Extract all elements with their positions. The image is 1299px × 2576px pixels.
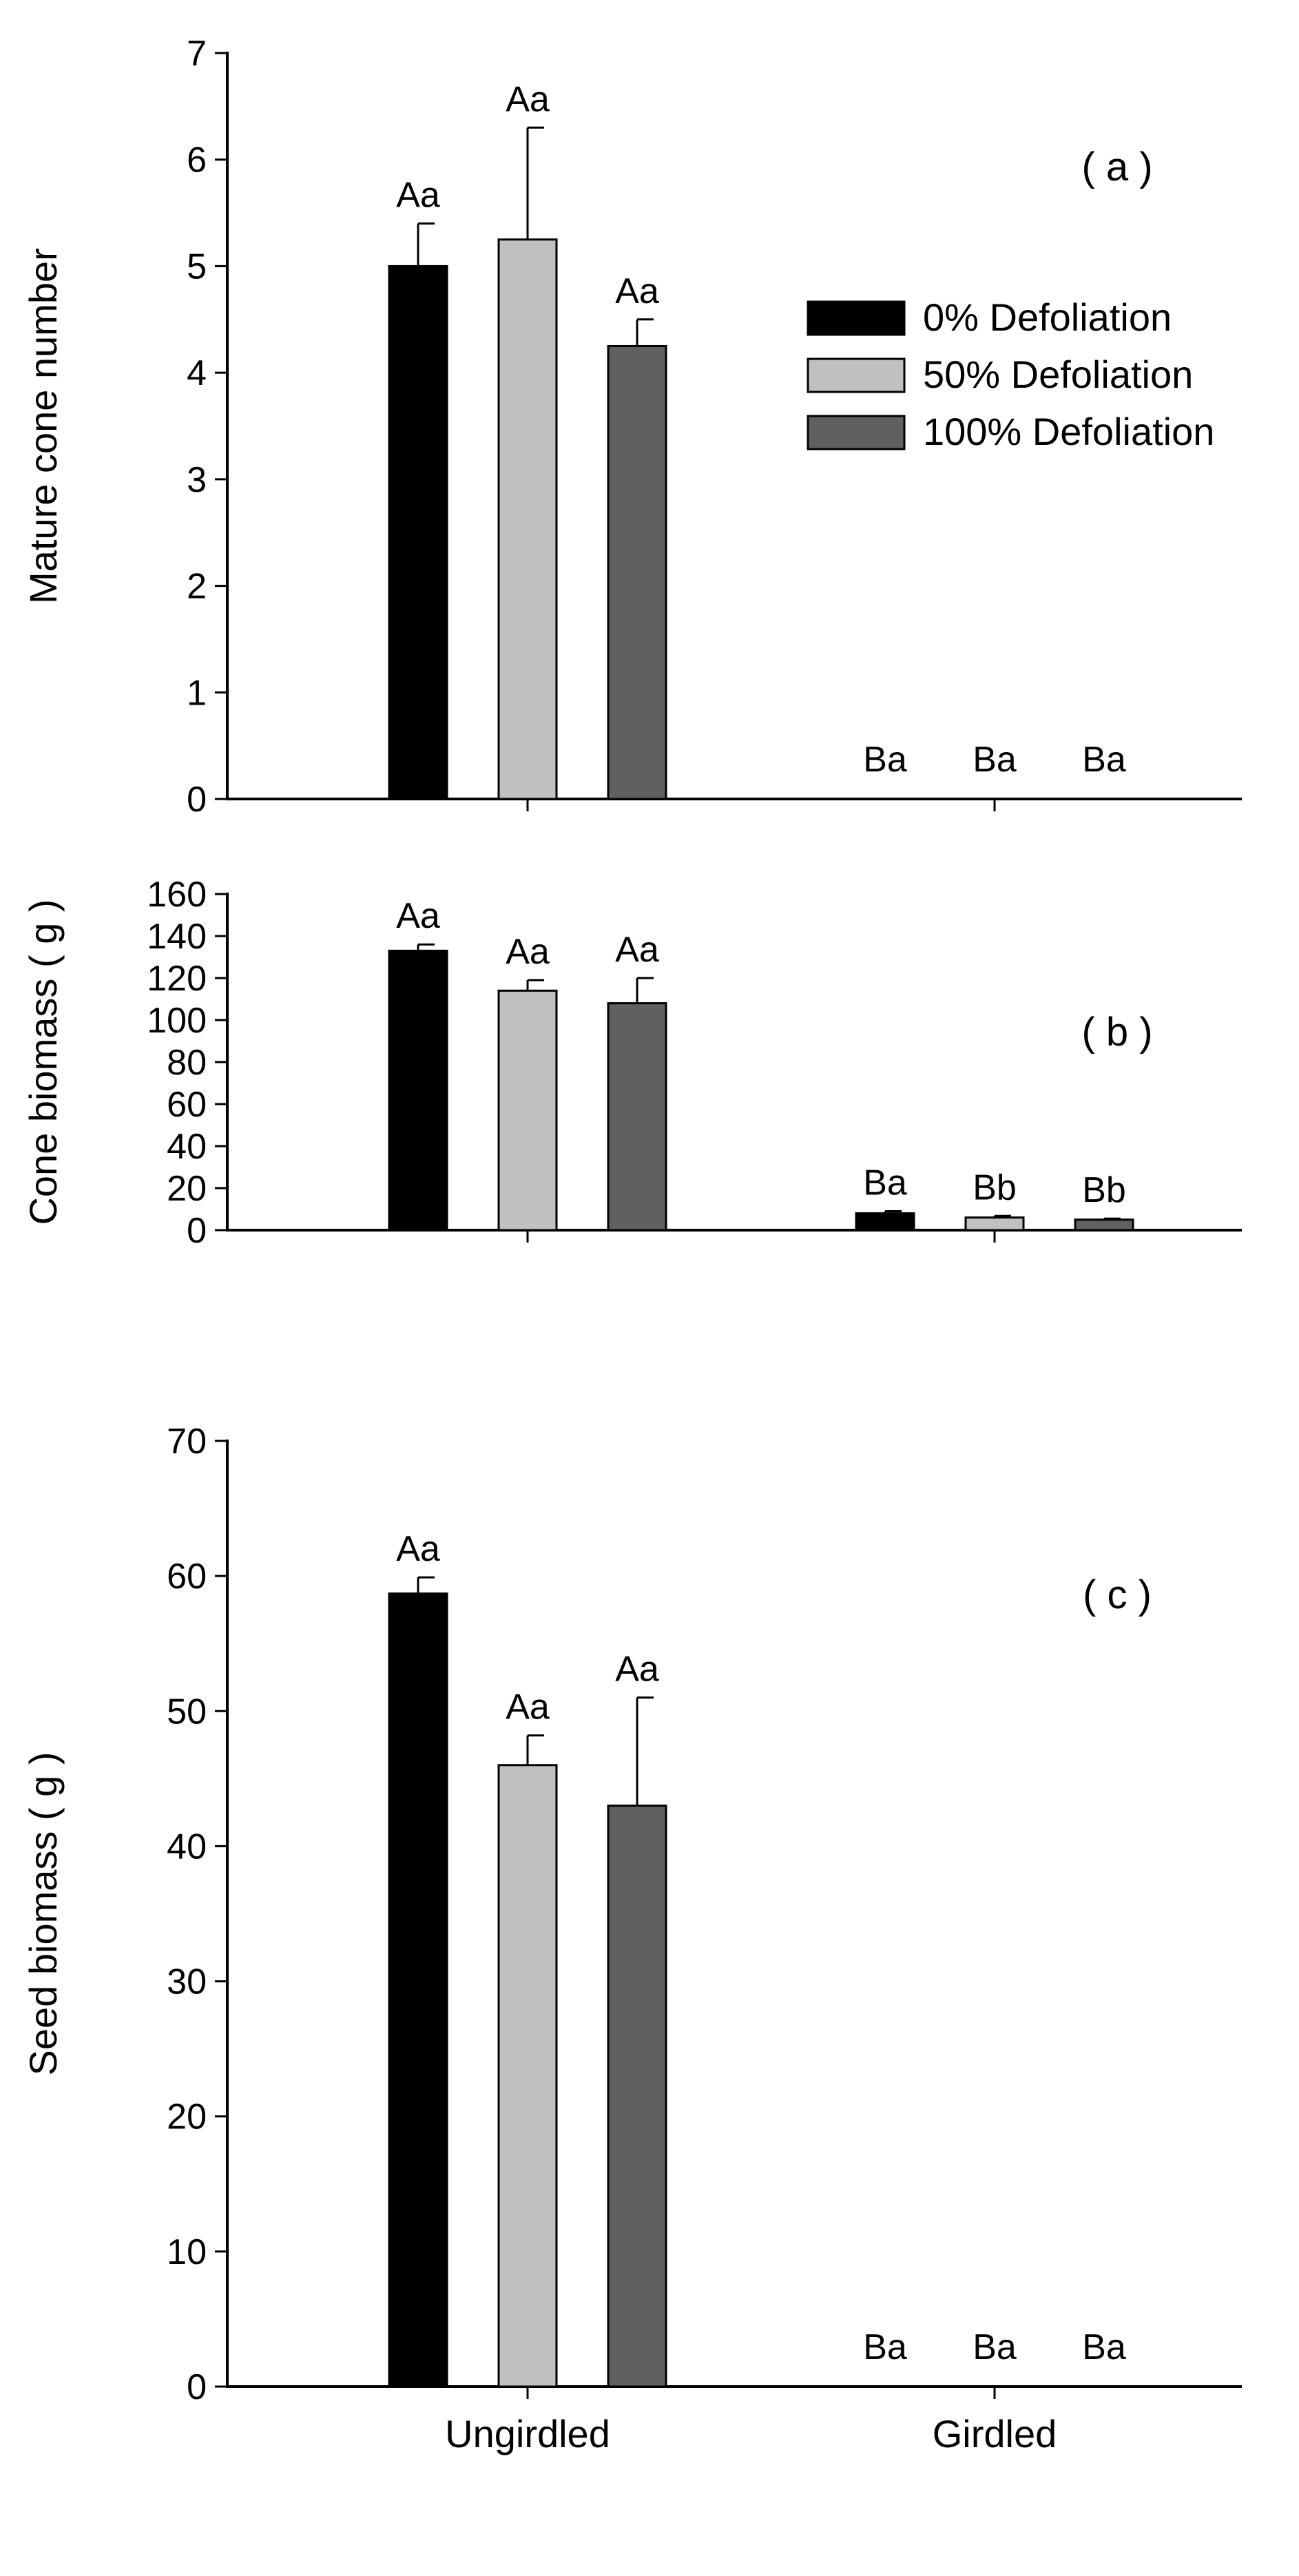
y-tick-label: 20 bbox=[167, 2097, 207, 2137]
y-tick-label: 6 bbox=[187, 141, 207, 180]
bar bbox=[1074, 1218, 1134, 1232]
significance-letter: Bb bbox=[973, 1167, 1017, 1207]
y-tick-label: 40 bbox=[167, 1127, 207, 1167]
legend-swatch bbox=[807, 300, 906, 336]
y-tick-label: 30 bbox=[167, 1962, 207, 2002]
legend-entry: 100% Defoliation bbox=[923, 410, 1214, 453]
significance-letter: Ba bbox=[863, 2327, 907, 2367]
y-axis-title: Seed biomass ( g ) bbox=[21, 1752, 65, 2076]
bar bbox=[497, 989, 558, 1232]
y-tick-label: 160 bbox=[147, 875, 207, 915]
bar bbox=[388, 1592, 448, 2388]
bar bbox=[607, 344, 667, 800]
significance-letter: Aa bbox=[396, 176, 440, 216]
legend-entry: 50% Defoliation bbox=[923, 353, 1193, 396]
bar bbox=[388, 949, 448, 1232]
significance-letter: Ba bbox=[973, 740, 1017, 780]
significance-letter: Aa bbox=[396, 1529, 440, 1569]
bar bbox=[607, 1002, 667, 1232]
y-tick-label: 70 bbox=[167, 1422, 207, 1462]
y-tick-label: 0 bbox=[187, 2367, 207, 2407]
significance-letter: Aa bbox=[506, 79, 550, 119]
significance-letter: Aa bbox=[615, 930, 659, 970]
significance-letter: Ba bbox=[863, 1163, 907, 1203]
legend-swatch bbox=[807, 415, 906, 450]
y-tick-label: 3 bbox=[187, 460, 207, 500]
significance-letter: Bb bbox=[1082, 1170, 1126, 1210]
y-axis-title: Mature cone number bbox=[21, 248, 65, 604]
y-tick-label: 5 bbox=[187, 247, 207, 287]
bar bbox=[855, 1212, 915, 1232]
y-tick-label: 120 bbox=[147, 959, 207, 999]
x-category-label: Ungirdled bbox=[445, 2412, 610, 2455]
significance-letter: Ba bbox=[1082, 740, 1126, 780]
y-tick-label: 100 bbox=[147, 1001, 207, 1041]
y-tick-label: 50 bbox=[167, 1692, 207, 1732]
panel-label: ( c ) bbox=[1083, 1572, 1152, 1617]
panel-label: ( a ) bbox=[1081, 145, 1152, 189]
significance-letter: Aa bbox=[615, 1650, 659, 1690]
y-axis-title: Cone biomass ( g ) bbox=[21, 899, 65, 1225]
bar bbox=[497, 238, 558, 800]
legend-entry: 0% Defoliation bbox=[923, 295, 1172, 339]
y-tick-label: 7 bbox=[187, 34, 207, 74]
panel-label: ( b ) bbox=[1081, 1010, 1152, 1055]
y-tick-label: 10 bbox=[167, 2232, 207, 2272]
y-tick-label: 20 bbox=[167, 1169, 207, 1209]
y-tick-label: 80 bbox=[167, 1043, 207, 1083]
significance-letter: Aa bbox=[396, 896, 440, 936]
bar bbox=[964, 1216, 1025, 1232]
bar bbox=[388, 264, 448, 800]
significance-letter: Aa bbox=[615, 271, 659, 311]
x-category-label: Girdled bbox=[933, 2412, 1057, 2455]
y-tick-label: 2 bbox=[187, 567, 207, 607]
y-tick-label: 60 bbox=[167, 1085, 207, 1125]
bar bbox=[497, 1764, 558, 2388]
y-tick-label: 0 bbox=[187, 1211, 207, 1251]
y-tick-label: 0 bbox=[187, 780, 207, 820]
legend-swatch bbox=[807, 357, 906, 393]
bar bbox=[607, 1805, 667, 2388]
significance-letter: Ba bbox=[1082, 2327, 1126, 2367]
significance-letter: Ba bbox=[863, 740, 907, 780]
y-tick-label: 40 bbox=[167, 1827, 207, 1867]
significance-letter: Aa bbox=[506, 932, 550, 972]
y-tick-label: 140 bbox=[147, 917, 207, 957]
significance-letter: Ba bbox=[973, 2327, 1017, 2367]
significance-letter: Aa bbox=[506, 1687, 550, 1727]
y-tick-label: 60 bbox=[167, 1557, 207, 1597]
y-tick-label: 4 bbox=[187, 353, 207, 393]
y-tick-label: 1 bbox=[187, 673, 207, 713]
